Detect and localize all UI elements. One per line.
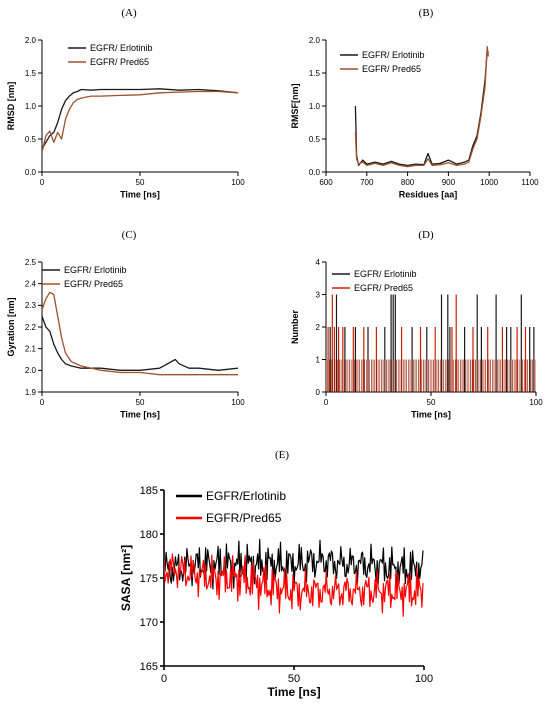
legend-label-1: EGFR/ Pred65 bbox=[64, 279, 123, 289]
y-axis-title: Gyration [nm] bbox=[6, 297, 16, 356]
y-tick-label: 0 bbox=[316, 388, 321, 397]
x-tick-label: 600 bbox=[319, 178, 333, 187]
y-tick-label: 2.0 bbox=[25, 36, 37, 45]
x-tick-label: 50 bbox=[427, 398, 436, 407]
legend-label-0: EGFR/Erlotinib bbox=[206, 489, 286, 503]
x-tick-label: 0 bbox=[40, 398, 45, 407]
legend-label-0: EGFR/ Erlotinib bbox=[64, 265, 127, 275]
y-tick-label: 1 bbox=[316, 355, 321, 364]
y-tick-label: 1.0 bbox=[25, 102, 37, 111]
y-tick-label: 1.9 bbox=[25, 388, 37, 397]
y-tick-label: 2 bbox=[316, 323, 321, 332]
y-tick-label: 3 bbox=[316, 290, 321, 299]
x-tick-label: 1100 bbox=[521, 178, 539, 187]
panel-letter: (A) bbox=[121, 7, 137, 19]
plot-area bbox=[42, 88, 238, 153]
x-tick-label: 0 bbox=[324, 398, 329, 407]
plot-area bbox=[326, 294, 536, 392]
y-tick-label: 2.2 bbox=[25, 323, 37, 332]
x-tick-label: 800 bbox=[401, 178, 415, 187]
series-line-0 bbox=[42, 88, 238, 150]
chart-panel-3: (D) 0 50 100 0 1 2 3 4 Time [ns] Number EGFR/ Erlot… bbox=[290, 229, 543, 419]
legend-label-0: EGFR/ Erlotinib bbox=[362, 50, 425, 60]
y-tick-label: 180 bbox=[140, 529, 158, 541]
y-tick-label: 185 bbox=[140, 485, 158, 497]
legend-label-1: EGFR/ Pred65 bbox=[90, 57, 149, 67]
y-tick-label: 0.5 bbox=[25, 135, 37, 144]
x-axis-title: Time [ns] bbox=[267, 685, 320, 699]
x-tick-label: 50 bbox=[136, 178, 145, 187]
y-tick-label: 1.0 bbox=[309, 102, 321, 111]
x-tick-label: 100 bbox=[231, 178, 245, 187]
panel-letter: (E) bbox=[275, 449, 289, 461]
legend-label-1: EGFR/ Pred65 bbox=[362, 64, 421, 74]
y-axis-title: RMSF[nm] bbox=[290, 84, 300, 129]
y-tick-label: 2.1 bbox=[25, 344, 37, 353]
panel-letter: (C) bbox=[122, 229, 137, 241]
y-tick-label: 0.0 bbox=[25, 168, 37, 177]
y-tick-label: 1.5 bbox=[309, 69, 321, 78]
series-line-0 bbox=[164, 538, 424, 596]
legend-label-1: EGFR/ Pred65 bbox=[354, 283, 413, 293]
chart-panel-4: (E) 0 50 100 165 170 175 180 185 Time [ns] SASA [n… bbox=[119, 449, 433, 699]
plot-area bbox=[354, 45, 490, 168]
y-tick-label: 4 bbox=[316, 258, 321, 267]
y-tick-label: 1.5 bbox=[25, 69, 37, 78]
x-tick-label: 0 bbox=[40, 178, 45, 187]
y-tick-label: 175 bbox=[140, 573, 158, 585]
x-tick-label: 700 bbox=[360, 178, 374, 187]
chart-panel-1: (B) 600 700 800 900 1000 1100 0.0 0.5 1.0 1.5 2.0 Re… bbox=[290, 7, 539, 199]
x-tick-label: 1000 bbox=[480, 178, 498, 187]
x-tick-label: 100 bbox=[231, 398, 245, 407]
x-axis-title: Time [ns] bbox=[411, 409, 451, 419]
y-tick-label: 2.5 bbox=[25, 258, 37, 267]
series-line-1 bbox=[42, 90, 238, 153]
x-axis-title: Time [ns] bbox=[120, 189, 160, 199]
panel-letter: (D) bbox=[418, 229, 434, 241]
y-tick-label: 2.0 bbox=[25, 366, 37, 375]
series-line-1 bbox=[42, 291, 238, 376]
x-tick-label: 0 bbox=[161, 673, 167, 685]
y-axis-title: SASA [nm²] bbox=[119, 545, 133, 611]
panel-letter: (B) bbox=[419, 7, 434, 19]
x-axis-title: Residues [aa] bbox=[399, 189, 458, 199]
x-axis-title: Time [ns] bbox=[120, 409, 160, 419]
x-tick-label: 100 bbox=[415, 673, 433, 685]
y-tick-label: 2.0 bbox=[309, 36, 321, 45]
y-axis-title: Number bbox=[290, 310, 300, 345]
x-tick-label: 900 bbox=[442, 178, 456, 187]
chart-panel-0: (A) 0 50 100 0.0 0.5 1.0 1.5 2.0 Time [ns] RMSD [n… bbox=[6, 7, 245, 199]
series-line-1 bbox=[164, 553, 424, 617]
legend-label-0: EGFR/ Erlotinib bbox=[90, 43, 153, 53]
series-line-1 bbox=[354, 45, 490, 168]
y-axis-title: RMSD [nm] bbox=[6, 82, 16, 131]
y-tick-label: 0.5 bbox=[309, 135, 321, 144]
y-tick-label: 0.0 bbox=[309, 168, 321, 177]
x-tick-label: 100 bbox=[529, 398, 543, 407]
y-tick-label: 170 bbox=[140, 617, 158, 629]
x-tick-label: 50 bbox=[136, 398, 145, 407]
plot-area bbox=[164, 538, 424, 617]
chart-panel-2: (C) 0 50 100 1.9 2.0 2.1 2.2 2.3 2.4 2.5 Time [ns] G… bbox=[6, 229, 245, 419]
plot-area bbox=[42, 291, 238, 376]
series-line-0 bbox=[42, 315, 238, 371]
x-tick-label: 50 bbox=[288, 673, 300, 685]
y-tick-label: 165 bbox=[140, 661, 158, 673]
legend-label-0: EGFR/ Erlotinib bbox=[354, 269, 417, 279]
legend-label-1: EGFR/Pred65 bbox=[206, 511, 282, 525]
y-tick-label: 2.4 bbox=[25, 279, 37, 288]
y-tick-label: 2.3 bbox=[25, 301, 37, 310]
